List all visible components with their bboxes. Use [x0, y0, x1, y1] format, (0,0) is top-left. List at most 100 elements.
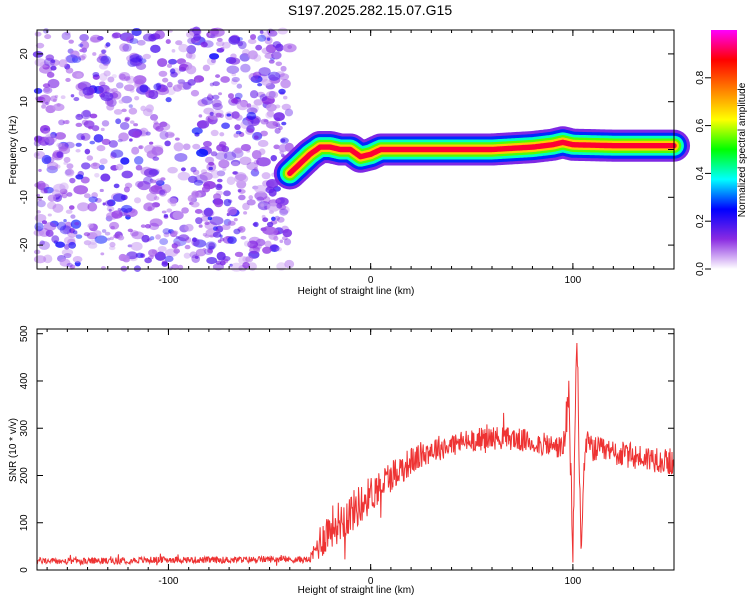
- spectrogram-noise-cell: [92, 230, 102, 237]
- spectrogram-noise-cell: [284, 108, 294, 117]
- spectrogram-noise-cell: [90, 34, 102, 43]
- spectrogram-noise-cell: [54, 132, 66, 140]
- spectrogram-noise-cell: [63, 218, 67, 223]
- spectrogram-noise-cell: [203, 140, 212, 148]
- spectrogram-noise-cell: [43, 222, 57, 231]
- spectrogram-noise-cell: [178, 234, 190, 242]
- spectrogram-noise-cell: [240, 63, 251, 73]
- spectrogram-noise-cell: [83, 240, 92, 246]
- spectrogram-noise-cell: [246, 149, 251, 153]
- spectrogram-noise-cell: [234, 251, 244, 258]
- spectrogram-noise-cell: [183, 252, 191, 259]
- spectrogram-noise-cell: [138, 145, 143, 149]
- spectrogram-noise-cell: [159, 189, 166, 196]
- spectrogram-noise-cell: [65, 209, 73, 214]
- spectrogram-noise-cell: [257, 83, 263, 87]
- spectrogram-noise-cell: [250, 168, 260, 177]
- spectrogram-noise-cell: [66, 169, 74, 176]
- spectrogram-noise-cell: [56, 142, 63, 148]
- colorbar-tick-label: 0.6: [695, 118, 706, 132]
- spectrogram-noise-cell: [174, 137, 180, 141]
- spectrogram-noise-cell: [210, 151, 218, 157]
- spectrogram-noise-cell: [109, 241, 116, 248]
- spectrogram-noise-cell: [105, 42, 111, 47]
- spectrogram-noise-cell: [66, 163, 74, 170]
- spectrogram-noise-cell: [208, 242, 216, 250]
- spectrogram-noise-cell: [113, 183, 120, 189]
- spectrogram-noise-cell: [130, 230, 139, 237]
- spectrogram-noise-cell: [226, 65, 240, 74]
- spectrogram-noise-cell: [234, 174, 249, 184]
- spectrogram-noise-cell: [159, 121, 168, 128]
- spectrogram-noise-cell: [200, 41, 208, 48]
- spectrogram-noise-cell: [227, 220, 236, 226]
- spectrogram-noise-cell: [162, 228, 171, 235]
- spectrogram-noise-cell: [218, 159, 230, 169]
- spectrogram-noise-cell: [34, 222, 44, 232]
- spectrogram-noise-cell: [172, 210, 184, 220]
- spectrogram-noise-cell: [110, 149, 124, 158]
- spectrogram-noise-cell: [282, 228, 293, 238]
- spectrogram-noise-cell: [43, 28, 50, 34]
- spectrogram-y-tick-label: 20: [19, 48, 30, 60]
- spectrogram-noise-cell: [270, 57, 275, 61]
- spectrogram-noise-cell: [136, 39, 146, 46]
- spectrogram-noise-cell: [104, 231, 111, 236]
- spectrogram-noise-cell: [243, 240, 251, 247]
- spectrogram-noise-cell: [37, 197, 42, 201]
- spectrogram-noise-cell: [215, 183, 223, 191]
- spectrogram-noise-cell: [131, 27, 142, 37]
- spectrogram-noise-cell: [266, 103, 277, 112]
- spectrogram-noise-cell: [33, 88, 43, 94]
- spectrogram-noise-cell: [274, 215, 280, 221]
- spectrogram-noise-cell: [273, 112, 285, 122]
- spectrogram-noise-cell: [50, 131, 57, 139]
- spectrogram-noise-cell: [243, 211, 248, 215]
- snr-y-tick-label: 200: [19, 467, 30, 484]
- spectrogram-noise-cell: [59, 225, 72, 235]
- spectrogram-noise-cell: [106, 88, 113, 93]
- spectrogram-noise-cell: [217, 178, 223, 183]
- spectrogram-noise-cell: [66, 192, 73, 197]
- spectrogram-noise-cell: [91, 125, 100, 132]
- spectrogram-noise-cell: [200, 215, 210, 222]
- spectrogram-noise-cell: [69, 264, 76, 270]
- spectrogram-noise-cell: [250, 75, 263, 83]
- spectrogram-noise-cell: [83, 232, 91, 237]
- spectrogram-noise-cell: [87, 202, 98, 212]
- spectrogram-noise-cell: [211, 99, 222, 108]
- spectrogram-noise-cell: [175, 235, 180, 239]
- spectrogram-noise-cell: [39, 240, 45, 246]
- spectrogram-noise-cell: [254, 191, 268, 201]
- spectrogram-noise-cell: [187, 194, 196, 203]
- snr-x-ticks: -100 0 100: [46, 329, 675, 587]
- spectrogram-noise-cell: [54, 94, 59, 98]
- spectrogram-noise-cell: [123, 84, 135, 92]
- spectrogram-noise-cell: [208, 161, 215, 166]
- colorbar-ticks: 0.0 0.2 0.4 0.6 0.8: [695, 70, 711, 276]
- spectrogram-noise-cell: [69, 227, 75, 234]
- spectrogram-noise-cell: [260, 118, 269, 125]
- spectrogram-noise-cell: [43, 57, 56, 67]
- spectrogram-noise-cell: [159, 130, 169, 140]
- spectrogram-noise-cell: [108, 245, 116, 251]
- spectrogram-noise-cell: [194, 209, 203, 214]
- spectrogram-noise-cell: [149, 218, 163, 227]
- spectrogram-noise-cell: [121, 95, 133, 104]
- spectrogram-noise-cell: [266, 37, 271, 41]
- spectrogram-noise-cell: [266, 110, 275, 118]
- spectrogram-noise-cell: [258, 148, 266, 155]
- spectrogram-noise-cell: [157, 188, 164, 195]
- spectrogram-noise-cell: [72, 230, 78, 235]
- spectrogram-noise-cell: [190, 89, 200, 97]
- spectrogram-noise-cell: [103, 70, 111, 77]
- spectrogram-noise-cell: [80, 110, 91, 120]
- spectrogram-noise-cell: [148, 89, 159, 100]
- spectrogram-noise-cell: [166, 81, 173, 88]
- spectrogram-noise-cell: [192, 26, 201, 36]
- spectrogram-noise-cell: [121, 170, 133, 179]
- spectrogram-noise-cell: [100, 127, 105, 132]
- spectrogram-noise-cell: [231, 161, 239, 167]
- spectrogram-noise-cell: [247, 128, 254, 133]
- spectrogram-noise-cell: [209, 216, 224, 226]
